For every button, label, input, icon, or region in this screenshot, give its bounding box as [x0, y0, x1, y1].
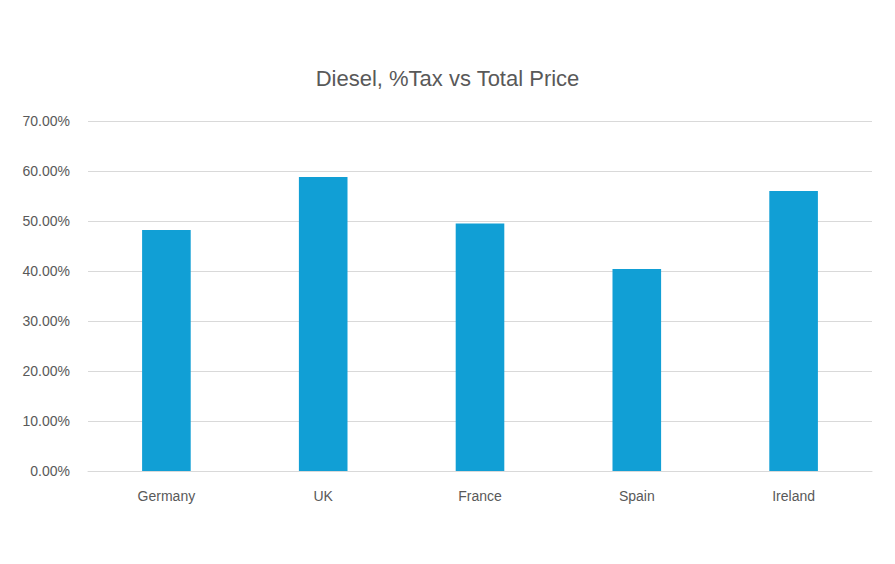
svg-text:60.00%: 60.00%	[23, 163, 70, 179]
svg-text:30.00%: 30.00%	[23, 313, 70, 329]
svg-text:Spain: Spain	[619, 488, 655, 504]
svg-text:70.00%: 70.00%	[23, 113, 70, 129]
svg-text:Diesel, %Tax vs Total Price: Diesel, %Tax vs Total Price	[316, 66, 580, 91]
svg-text:Ireland: Ireland	[772, 488, 815, 504]
svg-text:France: France	[458, 488, 502, 504]
svg-text:20.00%: 20.00%	[23, 363, 70, 379]
svg-text:40.00%: 40.00%	[23, 263, 70, 279]
svg-text:Germany: Germany	[138, 488, 196, 504]
svg-text:0.00%: 0.00%	[30, 463, 70, 479]
svg-text:50.00%: 50.00%	[23, 213, 70, 229]
svg-text:UK: UK	[313, 488, 333, 504]
svg-text:10.00%: 10.00%	[23, 413, 70, 429]
